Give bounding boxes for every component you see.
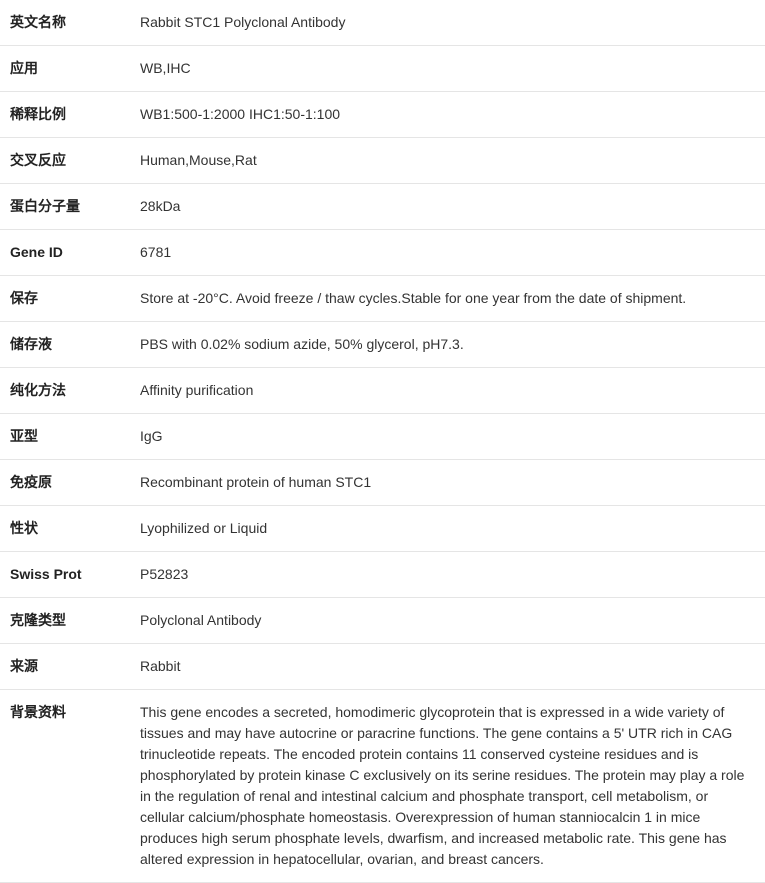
spec-label: Gene ID <box>0 230 130 276</box>
spec-label: 保存 <box>0 276 130 322</box>
spec-row: 免疫原Recombinant protein of human STC1 <box>0 460 765 506</box>
spec-label: 储存液 <box>0 322 130 368</box>
spec-label: 稀释比例 <box>0 92 130 138</box>
spec-row: 蛋白分子量28kDa <box>0 184 765 230</box>
spec-value: Affinity purification <box>130 368 765 414</box>
spec-label: 亚型 <box>0 414 130 460</box>
spec-label: 应用 <box>0 46 130 92</box>
spec-row: 亚型IgG <box>0 414 765 460</box>
spec-label: 性状 <box>0 506 130 552</box>
spec-value: WB1:500-1:2000 IHC1:50-1:100 <box>130 92 765 138</box>
spec-label: 来源 <box>0 644 130 690</box>
spec-label: 克隆类型 <box>0 598 130 644</box>
spec-row: 稀释比例WB1:500-1:2000 IHC1:50-1:100 <box>0 92 765 138</box>
spec-value: IgG <box>130 414 765 460</box>
spec-row: 性状Lyophilized or Liquid <box>0 506 765 552</box>
spec-label: 英文名称 <box>0 0 130 46</box>
spec-value: P52823 <box>130 552 765 598</box>
spec-value: Polyclonal Antibody <box>130 598 765 644</box>
spec-value: Human,Mouse,Rat <box>130 138 765 184</box>
spec-label: Swiss Prot <box>0 552 130 598</box>
spec-row: 来源Rabbit <box>0 644 765 690</box>
spec-label: 纯化方法 <box>0 368 130 414</box>
spec-row: 保存Store at -20°C. Avoid freeze / thaw cy… <box>0 276 765 322</box>
spec-value: Rabbit STC1 Polyclonal Antibody <box>130 0 765 46</box>
spec-row: 英文名称Rabbit STC1 Polyclonal Antibody <box>0 0 765 46</box>
spec-row: 应用WB,IHC <box>0 46 765 92</box>
spec-label: 交叉反应 <box>0 138 130 184</box>
spec-value: Lyophilized or Liquid <box>130 506 765 552</box>
spec-label: 免疫原 <box>0 460 130 506</box>
spec-value: 28kDa <box>130 184 765 230</box>
spec-value: This gene encodes a secreted, homodimeri… <box>130 690 765 883</box>
spec-value: WB,IHC <box>130 46 765 92</box>
spec-value: Recombinant protein of human STC1 <box>130 460 765 506</box>
spec-table-body: 英文名称Rabbit STC1 Polyclonal Antibody应用WB,… <box>0 0 765 883</box>
spec-row: 储存液PBS with 0.02% sodium azide, 50% glyc… <box>0 322 765 368</box>
spec-row: Gene ID6781 <box>0 230 765 276</box>
spec-row: 交叉反应Human,Mouse,Rat <box>0 138 765 184</box>
spec-value: Store at -20°C. Avoid freeze / thaw cycl… <box>130 276 765 322</box>
spec-row: Swiss ProtP52823 <box>0 552 765 598</box>
spec-row: 背景资料This gene encodes a secreted, homodi… <box>0 690 765 883</box>
spec-value: PBS with 0.02% sodium azide, 50% glycero… <box>130 322 765 368</box>
spec-label: 背景资料 <box>0 690 130 883</box>
spec-row: 纯化方法Affinity purification <box>0 368 765 414</box>
spec-row: 克隆类型Polyclonal Antibody <box>0 598 765 644</box>
spec-value: 6781 <box>130 230 765 276</box>
spec-value: Rabbit <box>130 644 765 690</box>
spec-table: 英文名称Rabbit STC1 Polyclonal Antibody应用WB,… <box>0 0 765 883</box>
spec-label: 蛋白分子量 <box>0 184 130 230</box>
